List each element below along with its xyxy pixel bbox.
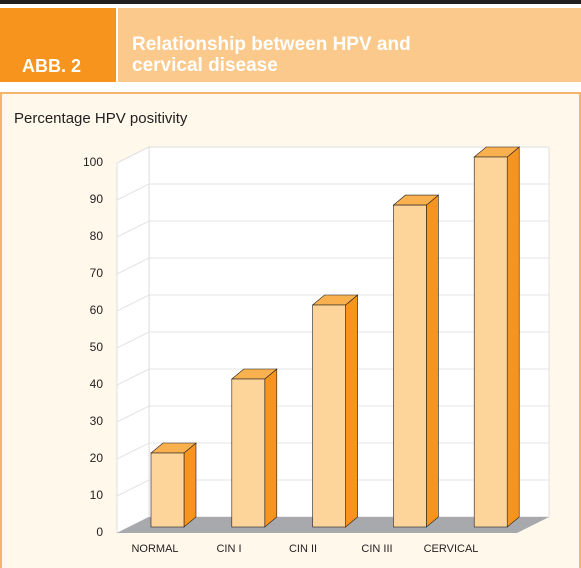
title-text: Relationship between HPV and cervical di… (132, 34, 411, 76)
y-axis-title: Percentage HPV positivity (14, 110, 188, 127)
y-tick-label: 0 (96, 525, 103, 539)
x-tick-label: CIN II (289, 543, 317, 555)
grid-line (116, 146, 549, 164)
grid-line (116, 183, 549, 201)
x-tick-label: CIN III (361, 543, 392, 555)
x-tick-label: CIN I (216, 543, 241, 555)
bar-side (345, 294, 358, 528)
x-tick-label: CERVICAL (424, 543, 479, 555)
x-tick-label: NORMAL (131, 543, 178, 555)
bar (312, 304, 346, 528)
bar (150, 452, 185, 528)
y-tick-label: 90 (90, 192, 104, 206)
bar-side (426, 194, 439, 528)
y-tick-label: 50 (90, 340, 104, 354)
y-tick-label: 60 (90, 303, 104, 317)
y-tick-label: 20 (90, 451, 104, 465)
bar (393, 204, 427, 528)
bar-side (183, 442, 197, 528)
bar-side (264, 368, 278, 528)
figure-label: ABB. 2 (0, 8, 116, 82)
y-tick-label: 30 (90, 414, 104, 428)
y-tick-label: 80 (90, 229, 104, 243)
y-tick-label: 100 (83, 155, 103, 169)
top-rule (0, 0, 581, 4)
y-tick-label: 10 (90, 488, 104, 502)
chart-title: Relationship between HPV and cervical di… (118, 8, 581, 82)
y-tick-label: 40 (90, 377, 104, 391)
bar (473, 156, 508, 528)
bar (231, 378, 266, 528)
y-tick-label: 70 (90, 266, 104, 280)
bar-side (506, 146, 520, 528)
